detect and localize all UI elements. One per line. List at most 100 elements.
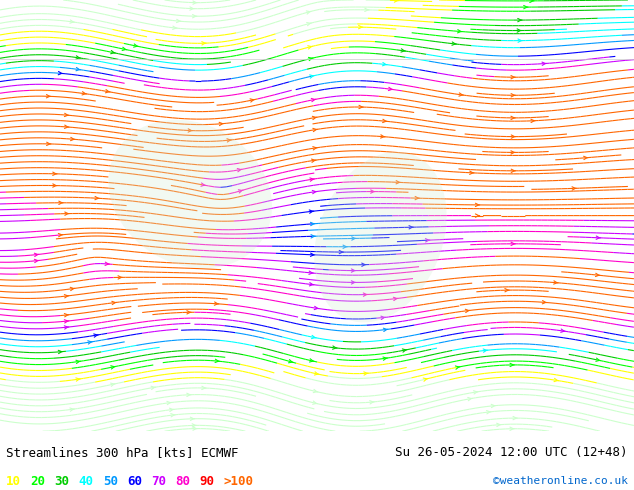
FancyArrowPatch shape xyxy=(202,386,206,390)
FancyArrowPatch shape xyxy=(105,262,110,266)
Text: ©weatheronline.co.uk: ©weatheronline.co.uk xyxy=(493,476,628,486)
FancyArrowPatch shape xyxy=(76,378,81,381)
FancyArrowPatch shape xyxy=(288,360,294,363)
FancyArrowPatch shape xyxy=(151,386,155,390)
FancyArrowPatch shape xyxy=(118,276,122,279)
Text: 80: 80 xyxy=(175,475,190,488)
FancyArrowPatch shape xyxy=(313,128,318,132)
FancyArrowPatch shape xyxy=(483,349,488,352)
FancyArrowPatch shape xyxy=(187,393,191,396)
FancyArrowPatch shape xyxy=(518,39,522,42)
FancyArrowPatch shape xyxy=(306,11,311,14)
FancyArrowPatch shape xyxy=(202,42,206,45)
FancyArrowPatch shape xyxy=(313,116,317,120)
FancyArrowPatch shape xyxy=(311,235,315,238)
FancyArrowPatch shape xyxy=(359,25,363,29)
FancyArrowPatch shape xyxy=(70,20,74,23)
FancyArrowPatch shape xyxy=(476,214,480,217)
FancyArrowPatch shape xyxy=(134,44,138,47)
FancyArrowPatch shape xyxy=(70,408,74,411)
FancyArrowPatch shape xyxy=(313,390,318,392)
FancyArrowPatch shape xyxy=(227,139,231,142)
Ellipse shape xyxy=(108,120,272,268)
FancyArrowPatch shape xyxy=(307,46,313,49)
FancyArrowPatch shape xyxy=(95,196,100,200)
FancyArrowPatch shape xyxy=(468,397,472,401)
FancyArrowPatch shape xyxy=(511,151,515,154)
FancyArrowPatch shape xyxy=(88,341,93,344)
FancyArrowPatch shape xyxy=(58,233,63,237)
FancyArrowPatch shape xyxy=(64,326,69,329)
FancyArrowPatch shape xyxy=(596,236,600,239)
FancyArrowPatch shape xyxy=(110,383,115,386)
FancyArrowPatch shape xyxy=(476,203,480,207)
FancyArrowPatch shape xyxy=(415,196,420,200)
FancyArrowPatch shape xyxy=(193,1,197,4)
FancyArrowPatch shape xyxy=(112,301,117,305)
FancyArrowPatch shape xyxy=(76,68,81,71)
FancyArrowPatch shape xyxy=(190,417,195,420)
FancyArrowPatch shape xyxy=(172,26,177,29)
FancyArrowPatch shape xyxy=(560,329,566,332)
FancyArrowPatch shape xyxy=(70,137,75,141)
FancyArrowPatch shape xyxy=(384,328,388,332)
FancyArrowPatch shape xyxy=(359,105,363,109)
FancyArrowPatch shape xyxy=(167,401,171,405)
FancyArrowPatch shape xyxy=(94,334,98,337)
FancyArrowPatch shape xyxy=(111,50,115,54)
FancyArrowPatch shape xyxy=(401,49,406,52)
FancyArrowPatch shape xyxy=(190,7,194,10)
FancyArrowPatch shape xyxy=(214,302,219,305)
Text: 90: 90 xyxy=(199,475,214,488)
FancyArrowPatch shape xyxy=(452,42,456,45)
FancyArrowPatch shape xyxy=(313,147,318,150)
FancyArrowPatch shape xyxy=(382,119,387,122)
FancyArrowPatch shape xyxy=(511,135,515,138)
FancyArrowPatch shape xyxy=(403,349,407,352)
FancyArrowPatch shape xyxy=(389,87,393,91)
FancyArrowPatch shape xyxy=(171,414,175,417)
Text: Streamlines 300 hPa [kts] ECMWF: Streamlines 300 hPa [kts] ECMWF xyxy=(6,446,239,459)
FancyArrowPatch shape xyxy=(510,427,514,430)
FancyArrowPatch shape xyxy=(309,271,313,274)
FancyArrowPatch shape xyxy=(531,119,535,122)
FancyArrowPatch shape xyxy=(314,372,319,375)
FancyArrowPatch shape xyxy=(394,0,399,2)
FancyArrowPatch shape xyxy=(383,357,387,360)
FancyArrowPatch shape xyxy=(361,263,366,267)
FancyArrowPatch shape xyxy=(311,98,316,102)
FancyArrowPatch shape xyxy=(59,201,63,204)
Text: 30: 30 xyxy=(55,475,70,488)
FancyArrowPatch shape xyxy=(53,184,57,187)
FancyArrowPatch shape xyxy=(459,93,463,96)
FancyArrowPatch shape xyxy=(311,335,316,339)
FancyArrowPatch shape xyxy=(382,63,387,66)
FancyArrowPatch shape xyxy=(187,311,191,314)
FancyArrowPatch shape xyxy=(193,427,197,430)
FancyArrowPatch shape xyxy=(311,253,315,256)
FancyArrowPatch shape xyxy=(339,250,344,254)
FancyArrowPatch shape xyxy=(58,72,63,75)
FancyArrowPatch shape xyxy=(491,404,496,408)
FancyArrowPatch shape xyxy=(496,423,501,426)
FancyArrowPatch shape xyxy=(111,366,115,369)
FancyArrowPatch shape xyxy=(554,378,559,382)
Text: 60: 60 xyxy=(127,475,142,488)
Text: 10: 10 xyxy=(6,475,22,488)
FancyArrowPatch shape xyxy=(351,269,356,272)
FancyArrowPatch shape xyxy=(365,8,369,11)
FancyArrowPatch shape xyxy=(596,358,600,361)
FancyArrowPatch shape xyxy=(351,281,356,284)
FancyArrowPatch shape xyxy=(363,293,368,296)
FancyArrowPatch shape xyxy=(76,360,81,364)
FancyArrowPatch shape xyxy=(542,62,547,65)
FancyArrowPatch shape xyxy=(34,259,39,263)
FancyArrowPatch shape xyxy=(46,95,51,98)
FancyArrowPatch shape xyxy=(65,294,69,298)
FancyArrowPatch shape xyxy=(380,135,385,138)
FancyArrowPatch shape xyxy=(309,75,314,78)
FancyArrowPatch shape xyxy=(425,239,430,242)
FancyArrowPatch shape xyxy=(423,378,428,381)
FancyArrowPatch shape xyxy=(64,319,69,323)
FancyArrowPatch shape xyxy=(505,289,509,292)
